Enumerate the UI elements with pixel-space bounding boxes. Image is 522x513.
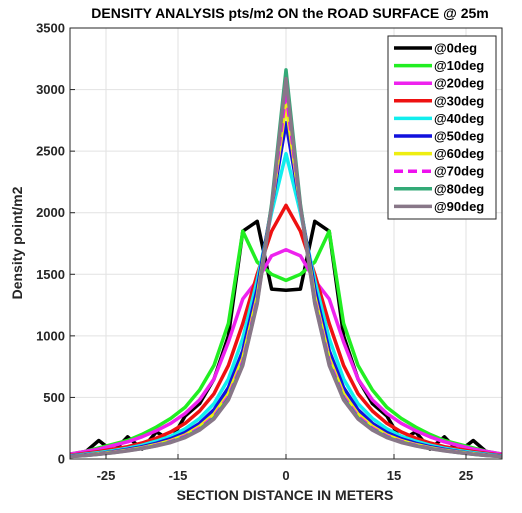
y-tick-label: 500	[43, 390, 65, 405]
y-tick-label: 3000	[36, 82, 65, 97]
legend-label: @80deg	[434, 181, 484, 196]
legend-label: @60deg	[434, 146, 484, 161]
y-tick-label: 1000	[36, 328, 65, 343]
y-tick-label: 3500	[36, 21, 65, 36]
series-line-10deg	[69, 229, 503, 456]
series-line-90deg	[69, 76, 503, 459]
chart-title: DENSITY ANALYSIS pts/m2 ON the ROAD SURF…	[91, 5, 488, 21]
legend-label: @40deg	[434, 111, 484, 126]
series-line-20deg	[69, 247, 503, 456]
legend-label: @30deg	[434, 93, 484, 108]
x-axis-label: SECTION DISTANCE IN METERS	[177, 487, 394, 503]
series-line-30deg	[69, 203, 503, 458]
legend: @0deg @10deg @20deg @30deg @40deg @50deg @60de…	[387, 35, 497, 220]
x-tick-label: 25	[459, 468, 473, 483]
x-axis-ticks: -25 -15 0 15 25	[97, 454, 473, 483]
legend-label: @10deg	[434, 58, 484, 73]
x-tick-label: 0	[282, 468, 289, 483]
x-tick-label: -25	[97, 468, 116, 483]
y-tick-label: 1500	[36, 267, 65, 282]
y-axis-label: Density point/m2	[9, 186, 25, 299]
legend-label: @50deg	[434, 129, 484, 144]
legend-label: @70deg	[434, 164, 484, 179]
legend-label: @90deg	[434, 199, 484, 214]
legend-label: @0deg	[434, 41, 477, 56]
y-tick-label: 0	[58, 452, 65, 467]
plot-lines	[69, 68, 503, 459]
x-tick-label: -15	[169, 468, 188, 483]
x-tick-label: 15	[387, 468, 401, 483]
y-axis-ticks: 0 500 1000 1500 2000 2500 3000 3500	[36, 21, 75, 467]
y-tick-label: 2500	[36, 144, 65, 159]
y-tick-label: 2000	[36, 205, 65, 220]
legend-label: @20deg	[434, 76, 484, 91]
